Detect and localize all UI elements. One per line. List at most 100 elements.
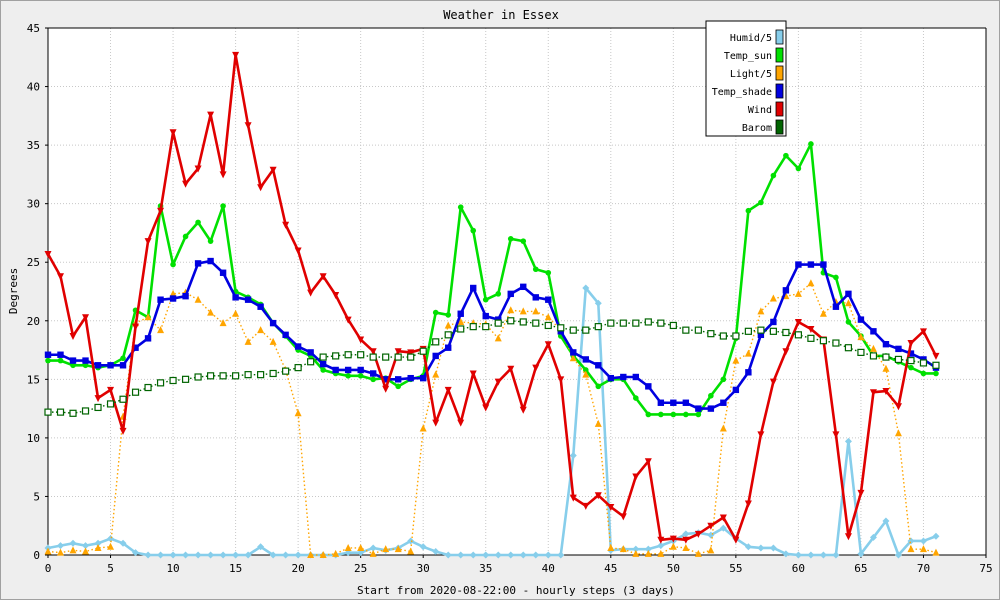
data-point bbox=[382, 545, 390, 553]
data-point bbox=[794, 289, 802, 297]
data-point bbox=[744, 327, 752, 335]
data-point bbox=[444, 551, 452, 559]
data-point bbox=[808, 141, 814, 147]
series-temp-shade bbox=[44, 257, 940, 412]
data-point bbox=[845, 290, 852, 298]
grid bbox=[47, 27, 987, 556]
x-tick-label: 30 bbox=[417, 562, 430, 575]
data-point bbox=[682, 326, 690, 334]
data-point bbox=[807, 551, 815, 559]
data-point bbox=[882, 341, 890, 348]
data-point bbox=[495, 291, 502, 297]
y-tick-label: 10 bbox=[27, 432, 40, 445]
data-point bbox=[444, 331, 452, 339]
data-point bbox=[157, 326, 165, 334]
data-point bbox=[320, 367, 326, 373]
data-point bbox=[894, 429, 902, 437]
data-point bbox=[694, 530, 702, 538]
series-line bbox=[46, 53, 938, 542]
legend-label: Light/5 bbox=[730, 69, 772, 80]
data-point bbox=[44, 251, 52, 259]
data-point bbox=[369, 544, 377, 552]
data-point bbox=[745, 369, 752, 376]
data-point bbox=[469, 323, 477, 331]
data-point bbox=[607, 503, 615, 511]
x-tick-label: 70 bbox=[917, 562, 930, 575]
data-point bbox=[269, 166, 277, 174]
data-point bbox=[82, 357, 89, 364]
data-point bbox=[744, 500, 752, 508]
data-point bbox=[932, 352, 940, 360]
data-point bbox=[207, 111, 215, 119]
y-tick-label: 20 bbox=[27, 315, 40, 328]
series-barom bbox=[44, 317, 940, 417]
data-point bbox=[757, 307, 765, 315]
data-point bbox=[69, 409, 77, 417]
data-point bbox=[82, 314, 90, 322]
data-point bbox=[244, 371, 252, 379]
data-point bbox=[795, 261, 802, 268]
data-point bbox=[195, 219, 201, 226]
data-point bbox=[70, 362, 76, 369]
data-point bbox=[181, 375, 190, 383]
data-point bbox=[507, 365, 515, 373]
data-point bbox=[908, 364, 914, 371]
data-point bbox=[244, 337, 252, 345]
data-point bbox=[144, 238, 152, 246]
data-point bbox=[444, 386, 452, 394]
data-point bbox=[120, 355, 126, 362]
data-point bbox=[394, 348, 402, 356]
data-point bbox=[594, 419, 602, 427]
data-point bbox=[569, 354, 577, 362]
data-point bbox=[707, 405, 715, 412]
data-point bbox=[219, 171, 227, 179]
data-point bbox=[832, 303, 840, 310]
data-point bbox=[769, 294, 777, 302]
data-point bbox=[144, 335, 152, 342]
data-point bbox=[119, 362, 127, 369]
data-point bbox=[757, 326, 765, 334]
data-point bbox=[582, 502, 590, 510]
data-point bbox=[44, 408, 52, 416]
data-point bbox=[332, 366, 339, 374]
data-point bbox=[907, 356, 915, 365]
data-point bbox=[632, 319, 640, 327]
data-point bbox=[820, 261, 827, 268]
data-point bbox=[794, 318, 802, 326]
data-point bbox=[770, 318, 777, 326]
data-point bbox=[482, 312, 489, 320]
data-point bbox=[857, 316, 865, 323]
x-axis-label: Start from 2020-08-22:00 - hourly steps … bbox=[357, 584, 675, 597]
data-point bbox=[432, 352, 439, 360]
data-point bbox=[557, 324, 565, 332]
data-point bbox=[107, 542, 115, 550]
data-point bbox=[607, 319, 615, 327]
x-tick-label: 15 bbox=[229, 562, 242, 575]
data-point bbox=[232, 294, 239, 301]
data-point bbox=[44, 351, 52, 358]
data-point bbox=[332, 549, 340, 557]
data-point bbox=[344, 366, 352, 374]
legend-label: Temp_sun bbox=[724, 51, 772, 62]
series-line bbox=[48, 320, 937, 414]
data-point bbox=[82, 362, 89, 369]
data-point bbox=[494, 378, 502, 386]
data-point bbox=[69, 539, 77, 547]
data-point bbox=[106, 400, 115, 408]
data-point bbox=[545, 296, 552, 303]
data-point bbox=[845, 319, 852, 325]
data-point bbox=[857, 348, 865, 356]
data-point bbox=[457, 325, 465, 333]
data-point bbox=[257, 371, 265, 379]
data-point bbox=[445, 344, 452, 351]
legend-swatch bbox=[775, 101, 784, 117]
data-point bbox=[907, 340, 915, 348]
data-point bbox=[344, 316, 352, 324]
data-point bbox=[294, 551, 302, 559]
data-point bbox=[407, 547, 415, 555]
data-point bbox=[719, 524, 727, 532]
data-point bbox=[432, 419, 440, 427]
data-point bbox=[569, 326, 577, 334]
data-point bbox=[769, 378, 777, 386]
